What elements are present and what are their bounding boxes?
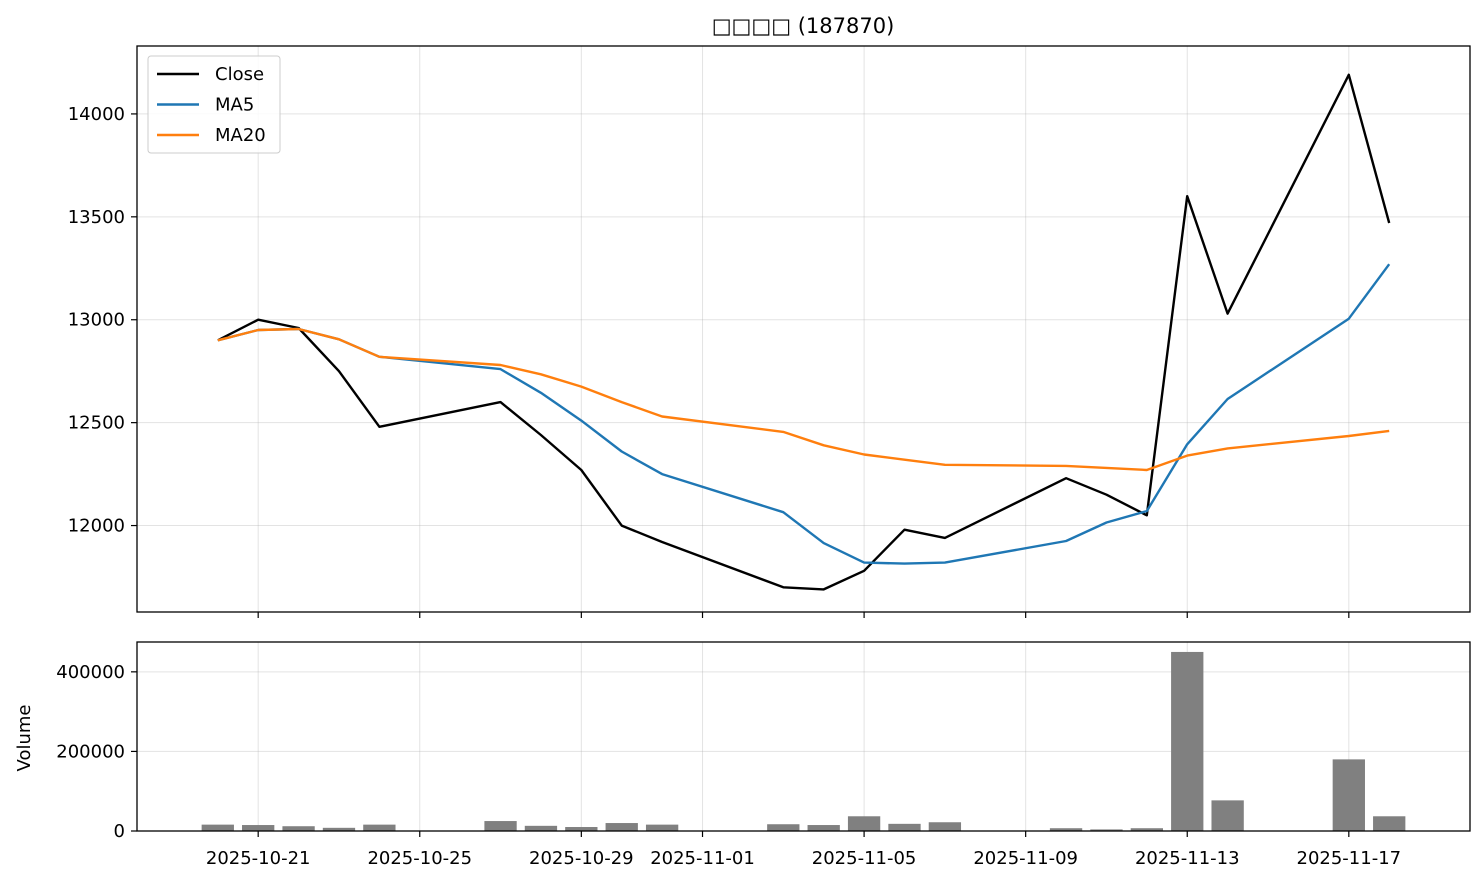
- x-tick-label: 2025-10-25: [367, 848, 472, 869]
- volume-y-tick-label: 400000: [56, 662, 125, 683]
- price-y-tick-label: 12000: [68, 516, 125, 537]
- volume-bar: [524, 825, 558, 831]
- legend: Close MA5 MA20: [147, 55, 281, 154]
- x-tick-label: 2025-10-21: [206, 848, 311, 869]
- volume-bar: [565, 827, 598, 831]
- volume-bar: [767, 824, 800, 831]
- price-plot-frame: [136, 45, 1471, 613]
- volume-bar: [1332, 759, 1365, 831]
- volume-plot-frame: [136, 641, 1471, 832]
- series-line-close: [217, 73, 1391, 591]
- volume-grid: [137, 642, 1470, 832]
- volume-bar: [1211, 800, 1244, 831]
- x-tick-label: 2025-11-17: [1297, 848, 1402, 869]
- legend-label-close: Close: [215, 64, 264, 85]
- volume-bar: [282, 826, 315, 831]
- volume-y-tick-label: 0: [114, 821, 125, 842]
- series-line-ma20: [217, 327, 1390, 472]
- legend-label-ma20: MA20: [215, 125, 266, 146]
- axes-ticks: 2025-10-21 2025-10-25 2025-10-29 2025-11-01…: [56, 104, 1401, 869]
- x-tick-label: 2025-10-29: [529, 848, 634, 869]
- volume-axis-label: Volume: [14, 705, 35, 772]
- volume-bar: [1373, 816, 1406, 831]
- volume-bar: [1130, 828, 1164, 831]
- volume-bar: [807, 825, 840, 831]
- volume-bar: [928, 822, 962, 831]
- volume-bar: [645, 824, 679, 831]
- volume-bars: [201, 651, 1406, 831]
- volume-bar: [888, 823, 921, 831]
- x-tick-label: 2025-11-09: [973, 848, 1078, 869]
- volume-bar: [1171, 651, 1204, 831]
- volume-bar: [201, 824, 234, 831]
- volume-bar: [484, 821, 517, 831]
- volume-bar: [322, 827, 356, 831]
- volume-bar: [242, 825, 275, 831]
- chart-title: □□□□ (187870): [712, 14, 895, 38]
- volume-bar: [847, 816, 881, 831]
- volume-bar: [1049, 828, 1083, 831]
- price-y-tick-label: 14000: [68, 104, 125, 125]
- volume-bar: [363, 824, 396, 831]
- volume-y-tick-label: 200000: [56, 741, 125, 762]
- legend-box: [147, 55, 281, 154]
- series-line-ma5: [217, 263, 1391, 565]
- volume-bar: [1090, 829, 1123, 831]
- price-y-tick-label: 13000: [68, 310, 125, 331]
- legend-label-ma5: MA5: [215, 95, 254, 116]
- price-y-tick-label: 12500: [68, 413, 125, 434]
- price-grid: [137, 46, 1470, 612]
- x-tick-label: 2025-11-05: [812, 848, 917, 869]
- x-tick-label: 2025-11-01: [650, 848, 755, 869]
- x-tick-label: 2025-11-13: [1135, 848, 1240, 869]
- price-y-tick-label: 13500: [68, 207, 125, 228]
- price-lines: [217, 73, 1391, 591]
- volume-bar: [605, 823, 638, 831]
